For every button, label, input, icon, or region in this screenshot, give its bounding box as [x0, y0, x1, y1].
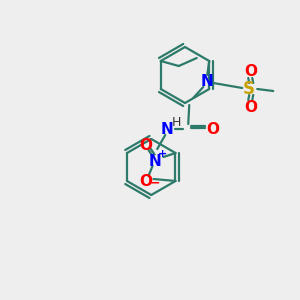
- Text: O: O: [207, 122, 220, 136]
- Text: S: S: [243, 80, 255, 98]
- Text: N: N: [201, 74, 214, 88]
- Text: +: +: [158, 149, 167, 159]
- Text: −: −: [149, 176, 160, 190]
- Text: O: O: [245, 100, 258, 115]
- Text: N: N: [161, 122, 174, 136]
- Text: N: N: [149, 154, 162, 169]
- Text: O: O: [139, 173, 152, 188]
- Text: H: H: [172, 116, 181, 128]
- Text: O: O: [139, 137, 152, 152]
- Text: O: O: [245, 64, 258, 79]
